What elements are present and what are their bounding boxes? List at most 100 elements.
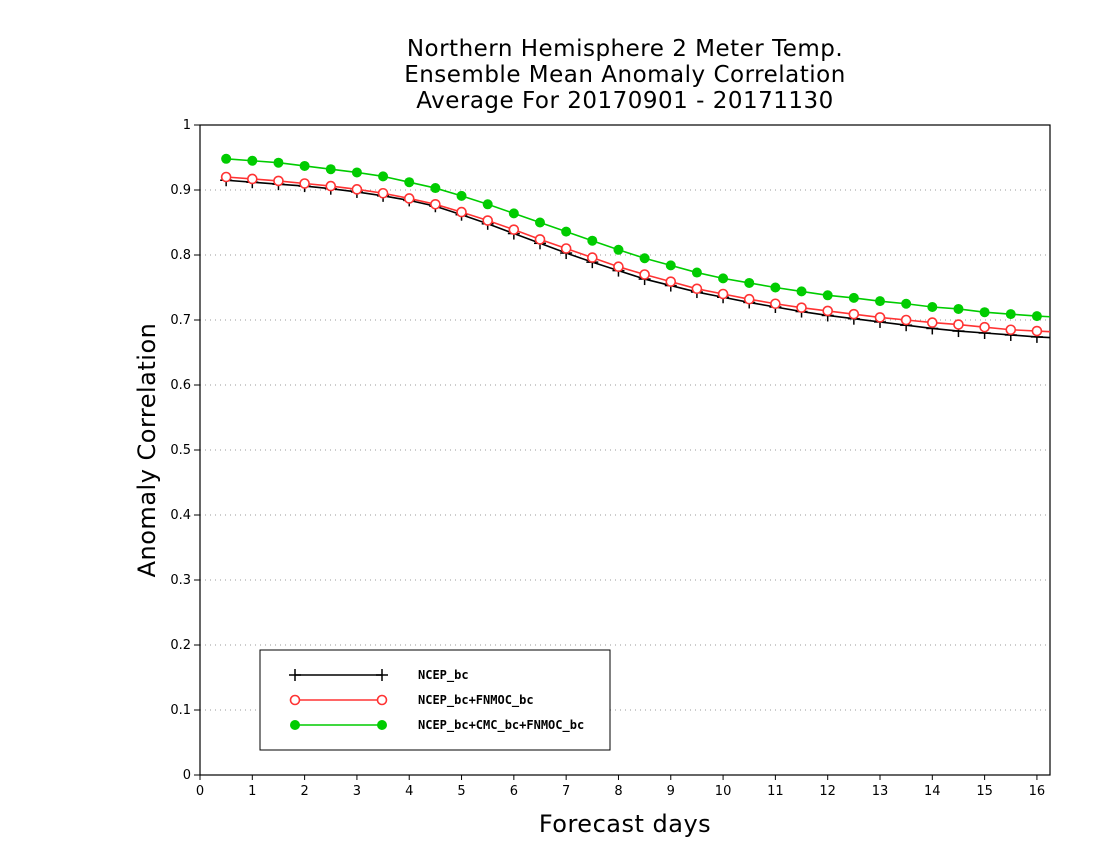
data-point xyxy=(691,267,702,278)
legend-marker xyxy=(290,720,300,730)
data-point xyxy=(1005,309,1016,320)
data-point xyxy=(770,282,781,293)
y-tick-label: 0.9 xyxy=(170,183,191,198)
y-axis-label: Anomaly Correlation xyxy=(133,323,161,578)
data-point xyxy=(979,321,990,333)
data-point xyxy=(430,199,441,210)
data-point xyxy=(247,173,258,185)
data-point xyxy=(691,283,703,295)
data-point xyxy=(665,260,676,271)
data-point xyxy=(900,314,912,326)
y-tick-label: 0.3 xyxy=(170,573,191,588)
data-point xyxy=(325,180,337,192)
data-point xyxy=(508,208,519,219)
x-tick-label: 13 xyxy=(872,784,889,799)
data-point xyxy=(875,296,885,307)
data-point xyxy=(639,253,650,264)
x-tick-label: 8 xyxy=(614,784,622,799)
legend-marker xyxy=(289,669,301,681)
data-point xyxy=(848,308,860,320)
legend-label: NCEP_bc+FNMOC_bc xyxy=(418,693,534,708)
chart-title-line-1: Northern Hemisphere 2 Meter Temp. xyxy=(406,36,844,62)
data-point xyxy=(848,292,859,303)
data-point xyxy=(1031,311,1042,322)
axis-ticks: 00.10.20.30.40.50.60.70.80.910 1 2 3 4 5 6 7 8 9 1… xyxy=(170,118,1045,799)
legend-entry: NCEP_bc+CMC_bc+FNMOC_bc xyxy=(290,718,584,733)
data-point xyxy=(404,177,415,188)
data-point xyxy=(1005,324,1017,336)
x-tick-label: 6 xyxy=(510,784,518,799)
series-line xyxy=(226,158,1051,318)
data-point xyxy=(482,215,493,226)
legend: NCEP_bc NCEP_bc+FNMOC_bc NCEP_bc+CMC_bc+FN… xyxy=(259,649,611,751)
data-point xyxy=(299,178,310,189)
data-point xyxy=(717,288,729,300)
data-point xyxy=(273,175,284,187)
x-tick-label: 2 xyxy=(300,784,308,799)
y-tick-label: 0.4 xyxy=(170,508,191,523)
data-point xyxy=(456,190,467,201)
data-point xyxy=(403,193,415,204)
chart-title-line-2: Ensemble Mean Anomaly Correlation xyxy=(404,62,846,88)
data-point xyxy=(796,286,807,297)
data-point xyxy=(587,235,598,246)
x-tick-label: 10 xyxy=(715,784,732,799)
data-point xyxy=(639,269,650,280)
x-tick-label: 7 xyxy=(562,784,570,799)
y-tick-label: 0.2 xyxy=(170,638,191,653)
x-tick-label: 9 xyxy=(667,784,675,799)
y-tick-label: 0.8 xyxy=(170,248,191,263)
data-point xyxy=(351,184,363,195)
y-tick-label: 1 xyxy=(183,118,191,133)
y-tick-label: 0.5 xyxy=(170,443,191,458)
legend-marker xyxy=(376,669,388,681)
data-point xyxy=(979,307,990,318)
data-point xyxy=(744,277,755,288)
data-point xyxy=(1031,325,1043,337)
data-point xyxy=(482,199,493,210)
chart-title-line-3: Average For 20170901 - 20171130 xyxy=(416,88,834,114)
data-point xyxy=(378,171,389,182)
x-tick-label: 0 xyxy=(196,784,204,799)
data-point xyxy=(220,171,232,183)
y-tick-label: 0.1 xyxy=(170,703,191,718)
series-2 xyxy=(220,171,1051,337)
x-tick-label: 1 xyxy=(248,784,256,799)
data-point xyxy=(561,226,572,237)
y-tick-label: 0 xyxy=(183,768,191,783)
legend-marker xyxy=(289,694,301,706)
data-point xyxy=(822,305,833,317)
x-tick-label: 16 xyxy=(1029,784,1046,799)
data-point xyxy=(743,293,755,305)
data-point xyxy=(953,303,964,314)
legend-label: NCEP_bc xyxy=(418,668,469,683)
legend-label: NCEP_bc+CMC_bc+FNMOC_bc xyxy=(418,718,584,733)
data-point xyxy=(535,217,545,228)
data-point xyxy=(822,290,833,301)
data-point xyxy=(770,298,781,310)
y-tick-label: 0.7 xyxy=(170,313,191,328)
x-tick-label: 5 xyxy=(457,784,465,799)
data-point xyxy=(273,157,284,168)
data-point xyxy=(613,261,624,273)
data-point xyxy=(665,276,677,287)
x-tick-label: 4 xyxy=(405,784,413,799)
data-point xyxy=(560,243,572,254)
data-point xyxy=(430,183,441,194)
series-line xyxy=(226,176,1051,333)
data-point xyxy=(796,302,807,313)
data-point xyxy=(718,273,729,284)
data-point xyxy=(587,252,598,263)
series-line xyxy=(226,179,1051,339)
x-tick-label: 3 xyxy=(353,784,361,799)
series-1 xyxy=(220,174,1051,343)
data-point xyxy=(613,244,624,255)
x-tick-label: 15 xyxy=(976,784,993,799)
series-3 xyxy=(221,153,1051,322)
data-point xyxy=(508,224,520,235)
x-tick-label: 12 xyxy=(819,784,836,799)
data-point xyxy=(351,167,362,178)
data-point xyxy=(927,302,938,312)
data-point xyxy=(927,317,938,328)
